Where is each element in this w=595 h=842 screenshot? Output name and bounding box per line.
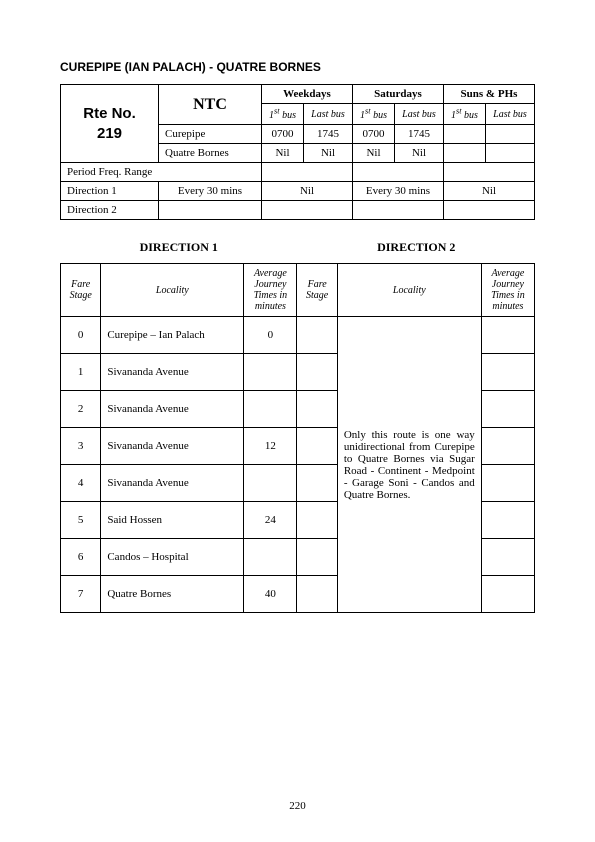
fare-stage: 7 — [61, 576, 101, 613]
empty-cell — [262, 201, 353, 220]
locality-header: Locality — [337, 264, 481, 317]
dir1-sun: Nil — [443, 182, 534, 201]
avg-time: 12 — [244, 428, 297, 465]
fare-stage-2 — [297, 317, 337, 354]
avg-time-2 — [481, 317, 534, 354]
avg-time: 0 — [244, 317, 297, 354]
direction-headings: DIRECTION 1 DIRECTION 2 — [60, 240, 535, 255]
locality: Curepipe – Ian Palach — [101, 317, 244, 354]
fare-stage: 5 — [61, 502, 101, 539]
fare-stage: 3 — [61, 428, 101, 465]
route-number-cell: Rte No. 219 — [61, 85, 159, 163]
page-number: 220 — [0, 800, 595, 812]
direction2-note: Only this route is one way unidirectiona… — [337, 317, 481, 613]
direction1-label: Direction 1 — [61, 182, 159, 201]
time-cell: 1745 — [394, 125, 443, 144]
time-cell — [443, 125, 485, 144]
last-bus-header: Last bus — [485, 104, 534, 125]
time-cell: Nil — [394, 144, 443, 163]
avg-time-header: AverageJourneyTimes inminutes — [244, 264, 297, 317]
fare-stage-header: FareStage — [297, 264, 337, 317]
time-cell: Nil — [304, 144, 353, 163]
avg-time-2 — [481, 465, 534, 502]
fare-stage-2 — [297, 502, 337, 539]
fare-stage: 0 — [61, 317, 101, 354]
time-cell: 0700 — [262, 125, 304, 144]
fare-stage: 6 — [61, 539, 101, 576]
locality: Sivananda Avenue — [101, 354, 244, 391]
avg-time-header: AverageJourneyTimes inminutes — [481, 264, 534, 317]
locality: Quatre Bornes — [101, 576, 244, 613]
direction2-heading: DIRECTION 2 — [298, 240, 536, 255]
locality: Sivananda Avenue — [101, 391, 244, 428]
route-label: Rte No. — [83, 105, 136, 122]
first-bus-header: 1st bus — [262, 104, 304, 125]
avg-time-2 — [481, 391, 534, 428]
avg-time — [244, 391, 297, 428]
fare-stage-2 — [297, 576, 337, 613]
empty-cell — [443, 201, 534, 220]
period-freq-label: Period Freq. Range — [61, 163, 262, 182]
last-bus-header: Last bus — [304, 104, 353, 125]
dir1-freq: Every 30 mins — [159, 182, 262, 201]
stops-table: FareStage Locality AverageJourneyTimes i… — [60, 263, 535, 613]
avg-time-2 — [481, 428, 534, 465]
schedule-table: Rte No. 219 NTC Weekdays Saturdays Suns … — [60, 84, 535, 220]
first-bus-header: 1st bus — [352, 104, 394, 125]
avg-time-2 — [481, 539, 534, 576]
suns-header: Suns & PHs — [443, 85, 534, 104]
fare-stage: 2 — [61, 391, 101, 428]
avg-time: 24 — [244, 502, 297, 539]
fare-stage: 4 — [61, 465, 101, 502]
fare-stage-2 — [297, 539, 337, 576]
last-bus-header: Last bus — [394, 104, 443, 125]
time-cell — [485, 144, 534, 163]
time-cell — [443, 144, 485, 163]
time-cell: 0700 — [352, 125, 394, 144]
empty-cell — [352, 201, 443, 220]
first-bus-header: 1st bus — [443, 104, 485, 125]
route-number: 219 — [97, 125, 122, 142]
saturdays-header: Saturdays — [352, 85, 443, 104]
origin-curepipe: Curepipe — [159, 125, 262, 144]
empty-cell — [443, 163, 534, 182]
weekdays-header: Weekdays — [262, 85, 353, 104]
direction2-label: Direction 2 — [61, 201, 159, 220]
direction1-heading: DIRECTION 1 — [60, 240, 298, 255]
fare-stage-header: FareStage — [61, 264, 101, 317]
empty-cell — [352, 163, 443, 182]
avg-time: 40 — [244, 576, 297, 613]
avg-time — [244, 354, 297, 391]
locality: Candos – Hospital — [101, 539, 244, 576]
avg-time-2 — [481, 502, 534, 539]
fare-stage-2 — [297, 428, 337, 465]
page-title: CUREPIPE (IAN PALACH) - QUATRE BORNES — [60, 60, 535, 74]
fare-stage-2 — [297, 391, 337, 428]
time-cell: 1745 — [304, 125, 353, 144]
fare-stage-2 — [297, 354, 337, 391]
empty-cell — [262, 163, 353, 182]
time-cell: Nil — [352, 144, 394, 163]
time-cell — [485, 125, 534, 144]
time-cell: Nil — [262, 144, 304, 163]
avg-time-2 — [481, 576, 534, 613]
avg-time — [244, 539, 297, 576]
dir1-sat: Every 30 mins — [352, 182, 443, 201]
fare-stage: 1 — [61, 354, 101, 391]
locality: Sivananda Avenue — [101, 428, 244, 465]
locality: Said Hossen — [101, 502, 244, 539]
fare-stage-2 — [297, 465, 337, 502]
origin-quatre: Quatre Bornes — [159, 144, 262, 163]
empty-cell — [159, 201, 262, 220]
avg-time-2 — [481, 354, 534, 391]
avg-time — [244, 465, 297, 502]
dir1-wk: Nil — [262, 182, 353, 201]
locality: Sivananda Avenue — [101, 465, 244, 502]
operator-cell: NTC — [159, 85, 262, 125]
locality-header: Locality — [101, 264, 244, 317]
